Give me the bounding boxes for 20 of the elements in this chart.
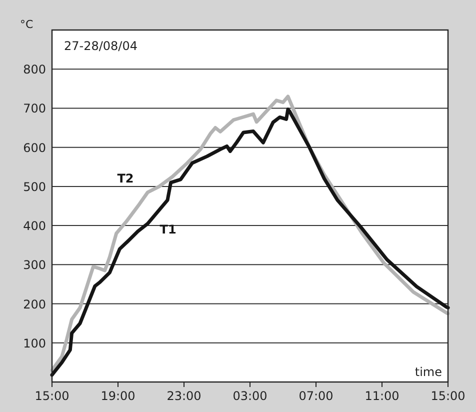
y-tick-label: 100 [23,336,46,350]
y-axis-title: °C [20,18,34,31]
series-label: T1 [160,222,176,236]
y-tick-label: 600 [23,140,46,155]
y-tick-label: 200 [23,297,46,312]
y-tick-label: 700 [23,102,46,116]
y-tick-label: 800 [23,62,46,77]
x-tick-label: 15:00 [430,389,466,403]
x-tick-label: 23:00 [166,389,202,403]
x-tick-label: 03:00 [232,389,268,403]
x-axis-title: time [414,365,442,379]
x-tick-label: 07:00 [298,389,334,403]
annotation: 27-28/08/04 [64,39,138,53]
x-tick-label: 19:00 [100,389,136,403]
series-label: T2 [117,171,134,186]
y-tick-label: 400 [23,219,46,234]
y-tick-label: 300 [23,258,46,272]
y-tick-label: 500 [23,180,46,194]
x-tick-label: 11:00 [364,389,400,403]
x-tick-label: 15:00 [34,389,70,403]
